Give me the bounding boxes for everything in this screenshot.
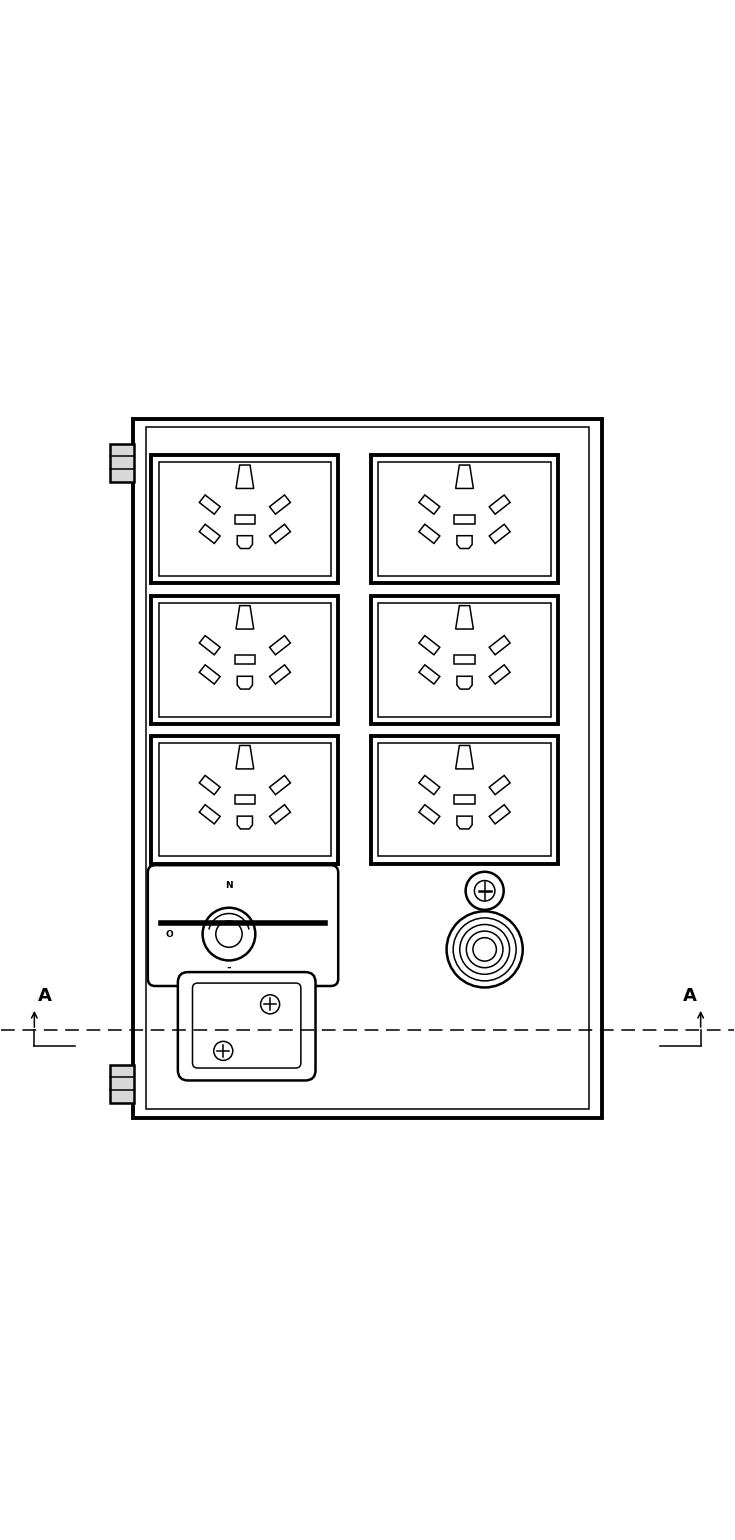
Bar [159,742,331,856]
FancyBboxPatch shape [148,865,338,986]
Bar [371,596,558,724]
Text: A: A [683,987,697,1006]
Bar [234,795,255,804]
Bar [151,596,338,724]
Bar [454,656,475,664]
Bar [371,736,558,864]
Text: -: - [226,962,232,973]
Bar [379,742,551,856]
Bar [454,795,475,804]
Bar [146,427,589,1109]
Bar [234,656,255,664]
Bar [110,444,134,482]
Text: O: O [165,930,173,938]
Bar [133,419,602,1118]
Text: A: A [38,987,52,1006]
Bar [159,462,331,576]
Bar [151,736,338,864]
Bar [159,604,331,716]
FancyBboxPatch shape [193,983,301,1069]
Bar [379,462,551,576]
Bar [454,514,475,524]
FancyBboxPatch shape [178,972,315,1081]
Bar [379,604,551,716]
Bar [371,456,558,584]
Bar [151,456,338,584]
Bar [234,514,255,524]
Bar [110,1066,134,1103]
Text: N: N [225,881,233,890]
